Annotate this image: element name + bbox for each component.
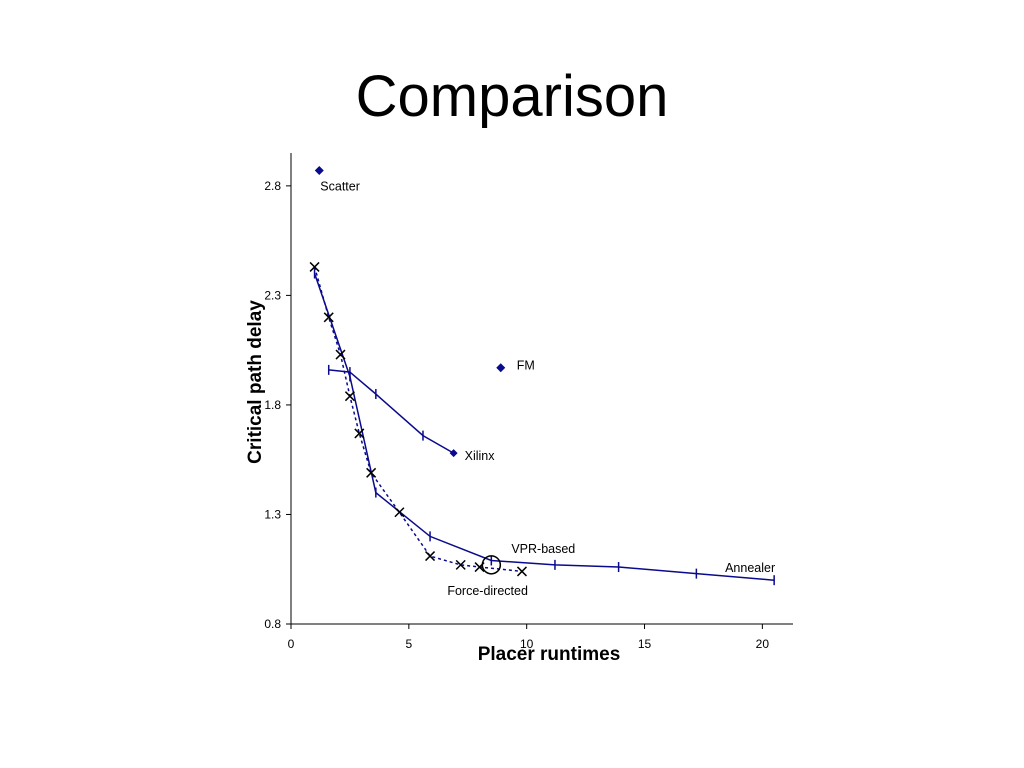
x-axis-label: Placer runtimes: [478, 644, 621, 665]
point-scatter: [314, 166, 324, 176]
annotation-vpr-based: VPR-based: [511, 542, 575, 556]
x-tick-label: 5: [405, 637, 412, 651]
annotation-annealer: Annealer: [725, 561, 775, 575]
point-force-directed: [425, 551, 436, 562]
series-line-force-directed: [313, 266, 523, 573]
annotation-xilinx: Xilinx: [465, 449, 496, 463]
y-tick-label: 1.3: [264, 507, 281, 521]
y-axis-label: Critical path delay: [245, 300, 266, 464]
x-tick-label: 20: [756, 637, 770, 651]
x-tick-label: 10: [520, 637, 534, 651]
annotation-scatter: Scatter: [320, 180, 360, 194]
point-fm: [496, 363, 506, 373]
point-force-directed: [323, 312, 334, 323]
annotation-fm: FM: [517, 359, 535, 373]
x-tick-label: 0: [288, 637, 295, 651]
chart-axes: 0.8 1.3 1.8 2.3 2.8 0 5 10 15 20 Placer runtimes Cr…: [245, 153, 793, 665]
point-force-directed: [516, 566, 527, 577]
x-tick-label: 15: [638, 637, 652, 651]
y-tick-label: 0.8: [264, 617, 281, 631]
series-line-annealer: [313, 273, 775, 581]
y-tick-label: 1.8: [264, 398, 281, 412]
point-force-directed: [394, 507, 405, 518]
y-tick-label: 2.3: [264, 288, 281, 302]
point-force-directed: [309, 261, 320, 272]
point-force-directed: [335, 349, 346, 360]
chart-series: [309, 166, 775, 586]
chart-labels: Scatter FM Xilinx VPR-based Force-directed An…: [320, 180, 775, 598]
point-force-directed: [366, 467, 377, 478]
slide-title: Comparison: [355, 64, 669, 129]
annotation-force-directed: Force-directed: [447, 584, 528, 598]
point-xilinx: [449, 449, 458, 458]
point-vpr-based: [481, 555, 502, 575]
point-force-directed: [354, 428, 365, 439]
point-force-directed: [455, 559, 466, 570]
y-tick-label: 2.8: [264, 179, 281, 193]
point-force-directed: [344, 391, 355, 402]
